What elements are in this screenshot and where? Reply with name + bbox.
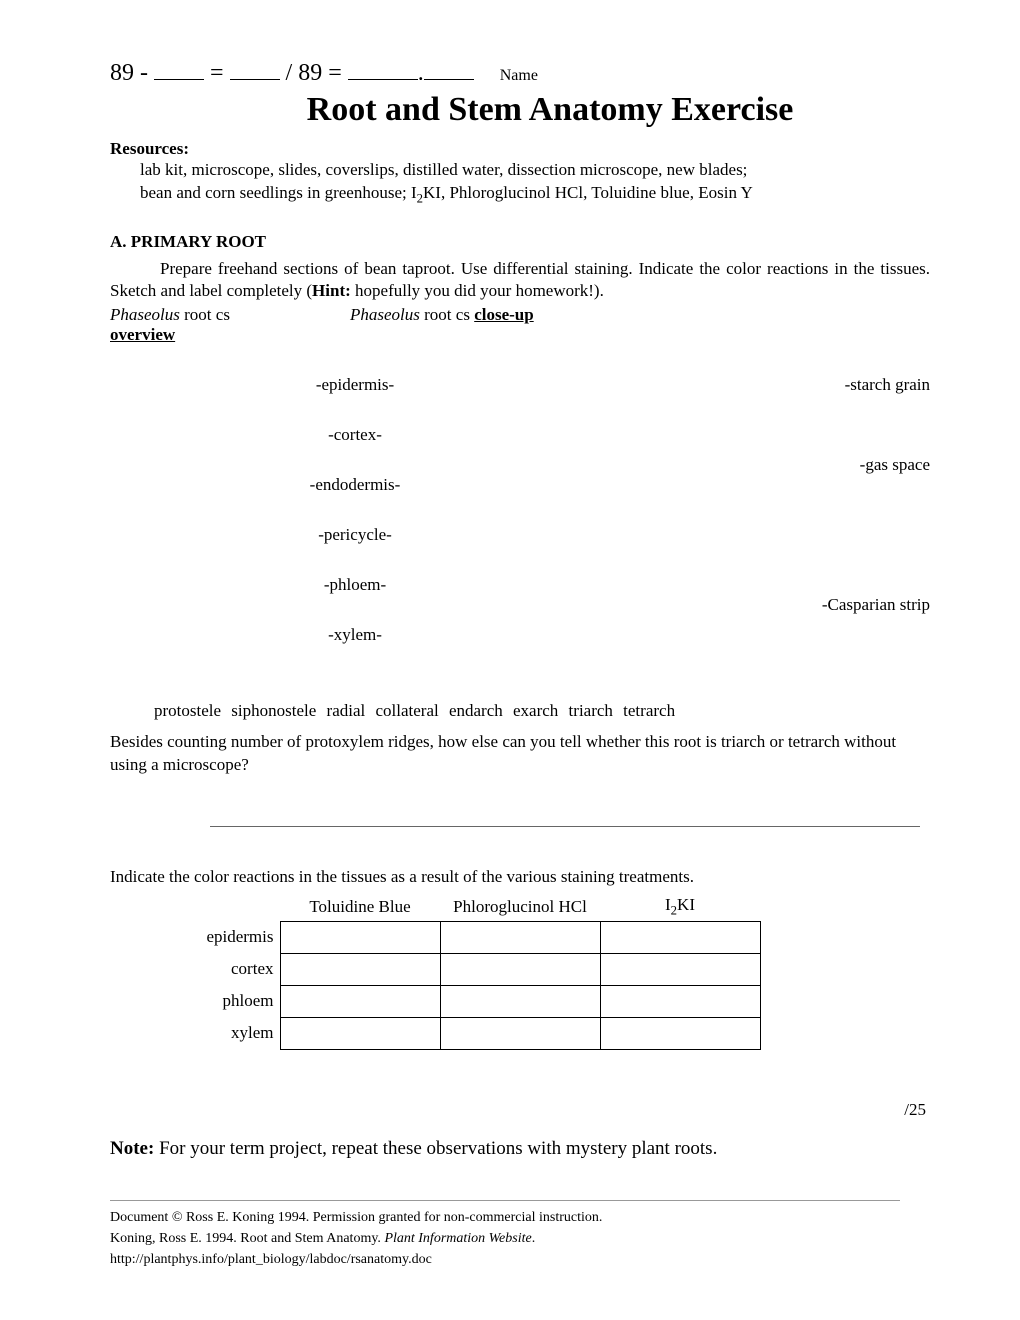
label-col-right: -starch grain -gas space -Casparian stri… <box>750 375 930 615</box>
subtitles-row: Phaseolus root cs overview Phaseolus roo… <box>110 305 930 345</box>
row-cortex: cortex <box>180 953 280 985</box>
subtitle-right: Phaseolus root cs close-up <box>350 305 534 345</box>
sub-right-a: Phaseolus <box>350 305 420 324</box>
cell[interactable] <box>440 953 600 985</box>
table-row: epidermis <box>180 921 760 953</box>
cell[interactable] <box>280 921 440 953</box>
label-xylem: -xylem- <box>280 625 430 645</box>
sub-left-a: Phaseolus <box>110 305 180 324</box>
sub-left-b: root cs <box>180 305 230 324</box>
sub-right-c: close-up <box>474 305 534 324</box>
resources-line2: bean and corn seedlings in greenhouse; I… <box>140 182 930 208</box>
cell[interactable] <box>600 1017 760 1049</box>
stain-table: Toluidine Blue Phloroglucinol HCl I2KI e… <box>180 893 930 1049</box>
score-right: /25 <box>110 1100 930 1120</box>
table-row: phloem <box>180 985 760 1017</box>
label-epidermis: -epidermis- <box>280 375 430 395</box>
th-iki-b: KI <box>677 895 695 914</box>
table-row: xylem <box>180 1017 760 1049</box>
score-line: 89 - = / 89 = . Name <box>110 60 930 87</box>
cell[interactable] <box>280 953 440 985</box>
row-xylem: xylem <box>180 1017 280 1049</box>
footer-copyright: Document © Ross E. Koning 1994. Permissi… <box>110 1207 900 1228</box>
cell[interactable] <box>440 1017 600 1049</box>
resources-line2a: bean and corn seedlings in greenhouse; I <box>140 183 417 202</box>
footer-ref-b: . <box>532 1231 536 1246</box>
resources-line2b: KI, Phloroglucinol HCl, Toluidine blue, … <box>423 183 753 202</box>
section-a-para: Prepare freehand sections of bean taproo… <box>110 258 930 304</box>
label-area: -epidermis- -cortex- -endodermis- -peric… <box>110 375 930 695</box>
section-a-head: A. PRIMARY ROOT <box>110 232 930 252</box>
blank-4[interactable] <box>424 60 474 80</box>
th-iki: I2KI <box>600 893 760 921</box>
resources-head: Resources: <box>110 139 189 158</box>
label-endodermis: -endodermis- <box>280 475 430 495</box>
blank-3[interactable] <box>348 60 418 80</box>
label-pericycle: -pericycle- <box>280 525 430 545</box>
indicate-text: Indicate the color reactions in the tiss… <box>110 867 930 887</box>
row-phloem: phloem <box>180 985 280 1017</box>
cell[interactable] <box>600 985 760 1017</box>
blank-2[interactable] <box>230 60 280 80</box>
footer: Document © Ross E. Koning 1994. Permissi… <box>110 1200 900 1270</box>
para-hint: Hint: <box>312 281 351 300</box>
label-casparian: -Casparian strip <box>750 595 930 615</box>
cell[interactable] <box>600 921 760 953</box>
cell[interactable] <box>440 921 600 953</box>
question-text: Besides counting number of protoxylem ri… <box>110 731 930 777</box>
table-corner <box>180 893 280 921</box>
note-text: For your term project, repeat these obse… <box>154 1138 717 1159</box>
table-row: cortex <box>180 953 760 985</box>
label-cortex: -cortex- <box>280 425 430 445</box>
label-col-left: -epidermis- -cortex- -endodermis- -peric… <box>280 375 430 675</box>
answer-line[interactable] <box>210 807 920 827</box>
footer-ref-i: Plant Information Website <box>384 1231 531 1246</box>
blank-1[interactable] <box>154 60 204 80</box>
score-div: / 89 = <box>286 60 342 86</box>
footer-ref: Koning, Ross E. 1994. Root and Stem Anat… <box>110 1228 900 1249</box>
cell[interactable] <box>600 953 760 985</box>
label-phloem: -phloem- <box>280 575 430 595</box>
cell[interactable] <box>280 985 440 1017</box>
score-eq: = <box>210 60 224 86</box>
note-line: Note: For your term project, repeat thes… <box>110 1138 930 1160</box>
sub-left-c: overview <box>110 325 175 344</box>
score-prefix: 89 - <box>110 60 148 86</box>
sub-right-b: root cs <box>420 305 474 324</box>
label-starch: -starch grain <box>750 375 930 395</box>
note-bold: Note: <box>110 1138 154 1159</box>
page-title: Root and Stem Anatomy Exercise <box>170 91 930 129</box>
name-label: Name <box>500 67 538 84</box>
term-row: protostele siphonostele radial collatera… <box>110 701 930 721</box>
para-b: hopefully you did your homework!). <box>351 281 604 300</box>
label-gas: -gas space <box>750 455 930 475</box>
cell[interactable] <box>280 1017 440 1049</box>
th-phloro: Phloroglucinol HCl <box>440 893 600 921</box>
row-epidermis: epidermis <box>180 921 280 953</box>
subtitle-left: Phaseolus root cs overview <box>110 305 350 345</box>
th-toluidine: Toluidine Blue <box>280 893 440 921</box>
footer-url: http://plantphys.info/plant_biology/labd… <box>110 1249 900 1270</box>
cell[interactable] <box>440 985 600 1017</box>
footer-divider <box>110 1200 900 1201</box>
footer-ref-a: Koning, Ross E. 1994. Root and Stem Anat… <box>110 1231 384 1246</box>
resources-line1: lab kit, microscope, slides, coverslips,… <box>140 159 930 182</box>
resources-block: Resources: lab kit, microscope, slides, … <box>110 139 930 208</box>
